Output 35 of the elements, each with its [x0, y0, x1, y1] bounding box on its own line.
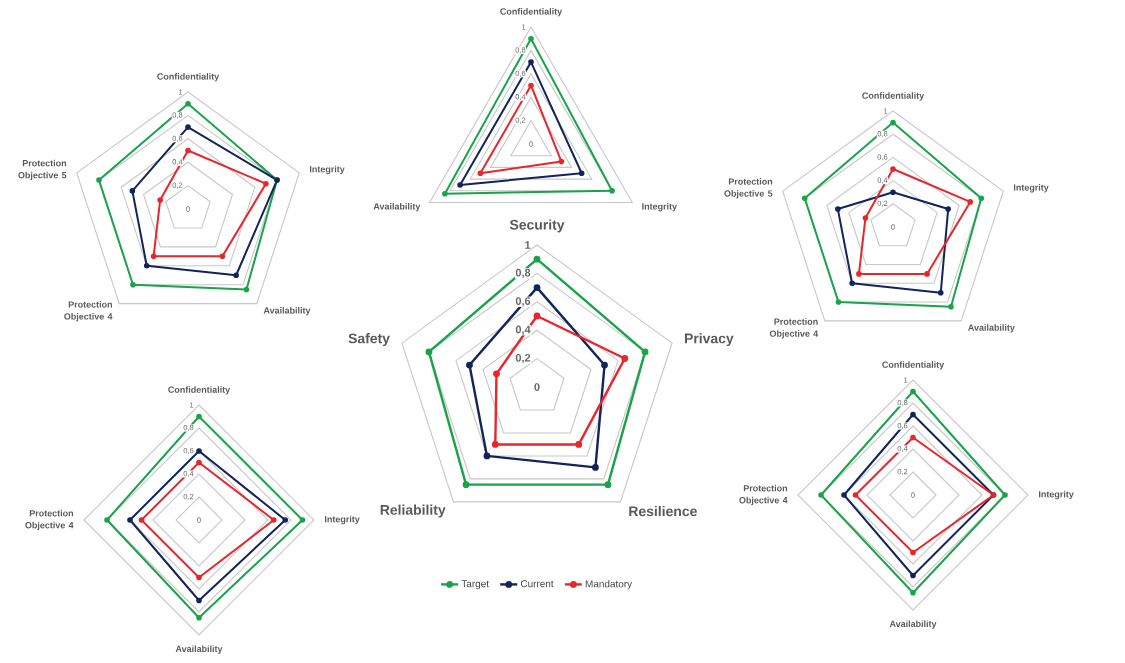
spoke-label: Protection Objective 4 [64, 301, 113, 322]
spoke-label: Availability [175, 645, 223, 654]
spoke-label: Protection Objective 5 [18, 159, 67, 181]
spoke-label: Confidentiality [157, 73, 220, 82]
spoke-label: Confidentiality [500, 8, 563, 17]
spoke-label: Integrity [325, 515, 360, 525]
legend-label: Target [461, 580, 489, 590]
y-tick-label: 1 [525, 241, 531, 249]
spoke-label: Integrity [1013, 184, 1049, 193]
spoke-label: Resilience [629, 505, 697, 517]
spoke-label: Security [509, 219, 565, 233]
spoke-label: Availability [373, 202, 421, 212]
spoke-label: Integrity [642, 202, 677, 212]
spoke-label: Protection Objective 5 [724, 178, 773, 199]
spoke-label: Availability [889, 620, 937, 629]
y-tick-label: 0,8 [515, 268, 531, 279]
y-tick-label: 0,2 [515, 353, 531, 364]
spoke-label: Protection Objective 4 [25, 509, 74, 531]
spoke-label: Confidentiality [168, 386, 231, 395]
spoke-label: Protection Objective 4 [739, 484, 788, 506]
spoke-label: Integrity [309, 165, 345, 175]
legend-label: Current [520, 580, 554, 588]
y-tick-label: 0,6 [515, 297, 531, 307]
spoke-label: Protection Objective 4 [769, 318, 819, 339]
y-tick-label: 0,4 [515, 325, 531, 335]
spoke-label: Integrity [1039, 490, 1074, 500]
spoke-label: Confidentiality [862, 92, 925, 101]
y-tick-label: 0 [534, 383, 540, 391]
legend-label: Mandatory [585, 580, 633, 590]
spoke-label: Availability [968, 324, 1015, 333]
spoke-label: Safety [348, 333, 390, 347]
spoke-label: Reliability [380, 504, 446, 518]
spoke-label: Confidentiality [882, 361, 945, 370]
spoke-label: Privacy [685, 333, 734, 347]
spoke-label: Availability [263, 307, 311, 316]
